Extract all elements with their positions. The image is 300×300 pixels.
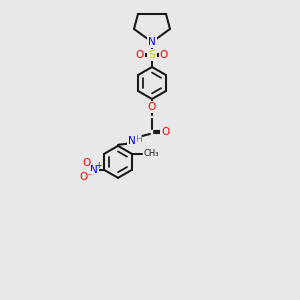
Text: S: S	[148, 50, 156, 60]
Text: O: O	[161, 127, 169, 137]
Text: O: O	[160, 50, 168, 60]
Text: N: N	[128, 136, 136, 146]
Text: O: O	[82, 158, 90, 168]
Text: O: O	[148, 102, 156, 112]
Text: H: H	[135, 136, 141, 145]
Text: CH₃: CH₃	[144, 149, 159, 158]
Text: +: +	[95, 161, 101, 170]
Text: N: N	[90, 165, 98, 175]
Text: N: N	[148, 37, 156, 47]
Text: O: O	[136, 50, 144, 60]
Text: O⁻: O⁻	[79, 172, 93, 182]
